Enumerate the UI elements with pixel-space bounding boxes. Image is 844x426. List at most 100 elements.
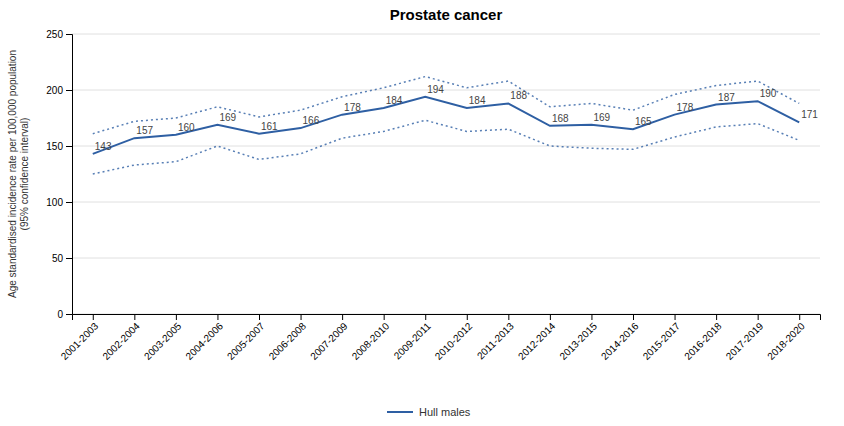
marks [93,77,799,174]
x-tick-mark [550,314,551,320]
data-label: 169 [219,112,236,123]
x-tick-label: 2012-2014 [516,320,558,362]
data-label: 165 [635,116,652,127]
x-tick-mark [799,314,800,320]
data-label: 161 [261,121,278,132]
x-tick-mark [134,314,135,320]
x-tick-mark [716,314,717,320]
x-axis-line [73,315,821,321]
plot: 0 50 100 150 200 250 2001-20032002-20042003-20… [46,29,820,362]
data-labels: 143 157 160 169 161 166 178 184 194 184 188 168 169 1… [95,84,819,152]
x-tick-mark [508,314,509,320]
x-tick-mark [259,314,260,320]
grid [72,34,820,314]
x-tick-label: 2018-2020 [765,320,807,362]
data-label: 143 [95,141,112,152]
x-tick: 2014-2016 [599,314,641,362]
x-tick: 2018-2020 [765,314,807,362]
y-axis-line [66,35,73,315]
data-label: 184 [386,95,403,106]
y-tick-label: 100 [46,197,63,208]
y-tick-mark [66,34,72,35]
x-tick-mark [93,314,94,320]
x-tick-label: 2016-2018 [682,320,724,362]
y-axis-title: Age standardised incidence rate per 100,… [7,50,30,298]
x-tick: 2006-2008 [267,314,309,362]
y-tick-mark [66,90,72,91]
data-label: 166 [303,115,320,126]
x-axis: 2001-20032002-20042003-20052004-20062005… [59,314,821,362]
x-tick: 2004-2006 [183,314,225,362]
x-tick: 2016-2018 [682,314,724,362]
data-label: 190 [760,88,777,99]
x-tick-label: 2005-2007 [225,320,267,362]
y-tick-label: 200 [46,85,63,96]
legend-label: Hull males [419,406,471,418]
x-tick-label: 2001-2003 [59,320,101,362]
legend-swatch [387,411,413,413]
y-axis: 0 50 100 150 200 250 [46,29,72,320]
title: Prostate cancer [390,6,503,23]
y-tick-mark [66,258,72,259]
y-tick-label: 150 [46,141,63,152]
y-tick-label: 50 [52,253,64,264]
x-tick: 2015-2017 [641,314,683,362]
x-tick-label: 2017-2019 [724,320,766,362]
data-label: 188 [510,90,527,101]
legend: Hull males [387,406,471,418]
data-label: 160 [178,122,195,133]
x-tick-label: 2004-2006 [183,320,225,362]
y-tick: 250 [46,29,72,40]
x-tick-label: 2014-2016 [599,320,641,362]
x-tick: 2001-2003 [59,314,101,362]
x-tick-mark [342,314,343,320]
x-tick-label: 2015-2017 [641,320,683,362]
data-label: 171 [801,109,818,120]
x-tick: 2003-2005 [142,314,184,362]
x-tick-mark [176,314,177,320]
data-label: 194 [427,84,444,95]
x-tick: 2017-2019 [724,314,766,362]
y-tick: 50 [52,253,72,264]
grid-line [72,34,820,35]
x-tick-mark [384,314,385,320]
x-tick: 2008-2010 [350,314,392,362]
x-tick-mark [758,314,759,320]
data-label: 187 [718,92,735,103]
grid-line [72,90,820,91]
data-label: 157 [136,125,153,136]
grid-line [72,202,820,203]
x-tick: 2012-2014 [516,314,558,362]
y-tick: 200 [46,85,72,96]
y-tick: 150 [46,141,72,152]
x-tick: 2011-2013 [475,314,516,361]
data-label: 178 [344,102,361,113]
legend-item: Hull males [387,406,471,418]
y-tick-label: 250 [46,29,63,40]
x-tick-label: 2007-2009 [308,320,350,362]
data-label: 168 [552,113,569,124]
data-label: 178 [677,102,694,113]
x-tick-mark [591,314,592,320]
y-tick: 100 [46,197,72,208]
x-tick-label: 2008-2010 [350,320,392,362]
data-label: 169 [593,112,610,123]
y-tick: 0 [57,309,72,320]
chart-container: 0 50 100 150 200 250 2001-20032002-20042003-20… [0,0,844,426]
x-tick: 2002-2004 [100,314,142,362]
x-tick-mark [425,314,426,320]
grid-line [72,258,820,259]
x-tick: 2007-2009 [308,314,350,362]
y-tick-mark [66,202,72,203]
x-tick-label: 2003-2005 [142,320,184,362]
chart: 0 50 100 150 200 250 2001-20032002-20042003-20… [0,0,844,426]
x-tick: 2005-2007 [225,314,267,362]
x-tick-label: 2010-2012 [433,320,475,362]
x-tick-label: 2011-2013 [475,320,516,361]
data-label: 184 [469,95,486,106]
y-tick-mark [66,146,72,147]
y-tick-label: 0 [57,309,63,320]
x-tick-label: 2009-2011 [392,320,433,361]
x-tick: 2010-2012 [433,314,475,362]
x-tick: 2009-2011 [392,314,433,361]
